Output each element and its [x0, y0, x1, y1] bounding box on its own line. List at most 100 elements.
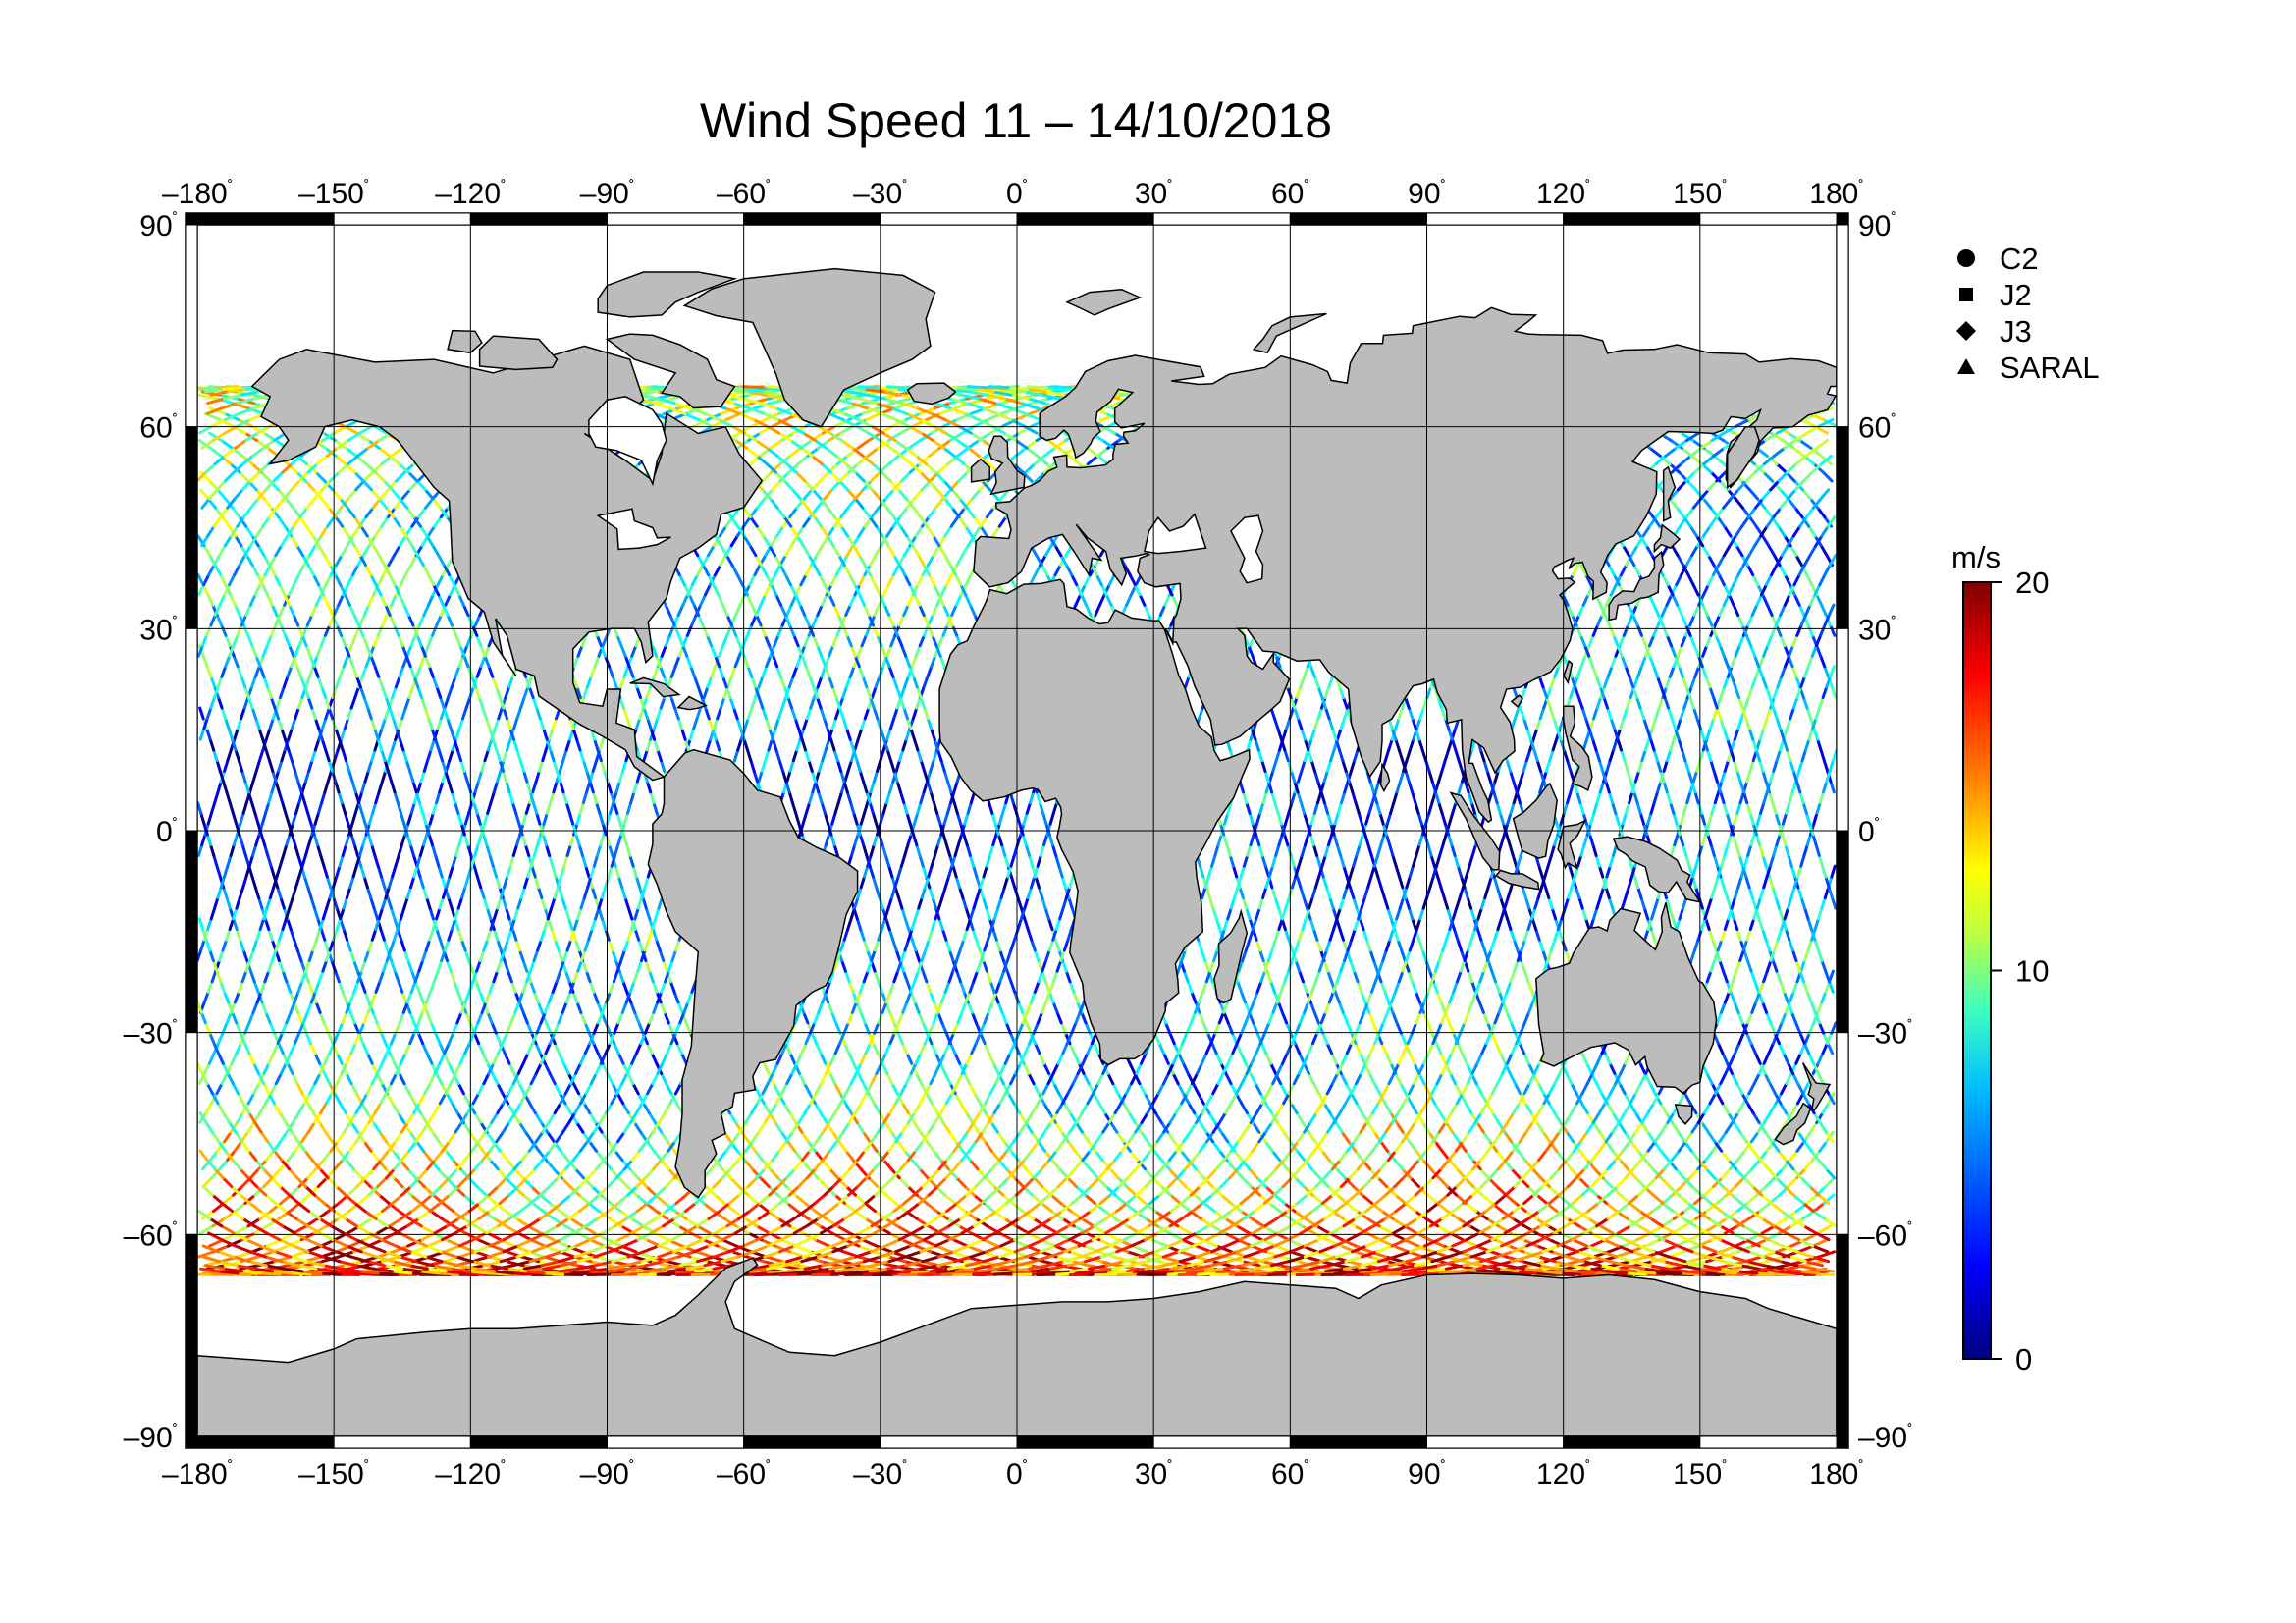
track-segment	[492, 1052, 500, 1065]
track-segment	[391, 1149, 402, 1162]
track-segment	[1747, 1082, 1756, 1096]
track-segment	[604, 1042, 612, 1055]
track-segment	[454, 665, 461, 678]
track-segment	[1792, 593, 1801, 607]
track-segment	[306, 696, 314, 710]
track-segment	[718, 524, 728, 538]
track-segment	[707, 544, 716, 558]
track-segment	[245, 554, 254, 567]
track-segment	[584, 1082, 593, 1096]
track-segment	[417, 1167, 429, 1180]
track-segment	[308, 654, 316, 669]
track-segment	[302, 875, 310, 890]
track-segment	[416, 685, 423, 699]
track-segment	[457, 833, 464, 847]
track-segment	[659, 696, 667, 710]
track-segment	[517, 822, 524, 837]
track-segment	[479, 644, 487, 658]
track-segment	[485, 906, 493, 921]
track-segment	[608, 843, 614, 857]
track-segment	[454, 1061, 462, 1075]
track-segment	[782, 1102, 792, 1115]
track-segment	[263, 843, 270, 857]
track-segment	[459, 759, 466, 773]
track-segment	[306, 886, 313, 899]
track-segment	[346, 938, 352, 952]
track-segment	[300, 1130, 310, 1144]
track-segment	[556, 1167, 567, 1180]
track-segment	[619, 948, 626, 962]
track-segment	[421, 811, 428, 826]
track-segment	[296, 1102, 306, 1115]
track-segment	[391, 1193, 403, 1205]
track-segment	[428, 928, 435, 942]
track-segment	[539, 928, 547, 942]
track-segment	[496, 1167, 507, 1180]
track-segment	[383, 564, 392, 577]
track-segment	[681, 633, 689, 648]
track-segment	[586, 875, 593, 890]
track-segment	[313, 1111, 323, 1124]
track-segment	[303, 769, 311, 784]
track-segment	[682, 1001, 690, 1014]
track-segment	[648, 1010, 656, 1025]
track-segment	[579, 1010, 587, 1025]
track-segment	[546, 1130, 556, 1144]
track-segment	[1787, 1176, 1799, 1188]
track-segment	[347, 1140, 358, 1153]
track-segment	[391, 488, 401, 501]
track-segment	[506, 864, 512, 879]
track-segment	[432, 583, 441, 597]
track-segment	[439, 1176, 452, 1188]
track-segment	[200, 833, 207, 847]
track-segment	[636, 895, 644, 910]
track-segment	[608, 665, 614, 678]
track-segment	[526, 1224, 542, 1235]
track-segment	[415, 479, 427, 492]
track-segment	[313, 1052, 322, 1065]
track-segment	[572, 654, 580, 669]
track-segment	[250, 644, 258, 658]
track-segment	[208, 1149, 220, 1162]
track-segment	[615, 811, 622, 826]
track-segment	[642, 1102, 651, 1115]
track-segment	[409, 875, 416, 890]
track-segment	[1829, 780, 1836, 794]
track-segment	[432, 969, 440, 984]
track-segment	[274, 938, 281, 952]
track-segment	[478, 948, 486, 962]
track-segment	[820, 593, 828, 607]
track-segment	[262, 1061, 271, 1075]
track-segment	[260, 1001, 268, 1014]
track-segment	[373, 1102, 383, 1115]
track-segment	[454, 1120, 463, 1134]
track-segment	[580, 633, 588, 648]
track-segment	[326, 769, 333, 784]
track-segment	[294, 706, 300, 721]
track-segment	[463, 990, 471, 1004]
track-segment	[425, 1052, 434, 1065]
track-segment	[409, 1176, 421, 1188]
track-segment	[524, 801, 532, 815]
track-segment	[371, 544, 381, 558]
track-segment	[493, 1217, 507, 1228]
track-segment	[520, 1149, 531, 1162]
track-segment	[437, 864, 444, 879]
track-segment	[265, 1217, 281, 1228]
track-segment	[550, 1201, 563, 1213]
track-segment	[564, 801, 571, 815]
track-segment	[1791, 980, 1799, 994]
track-segment	[488, 853, 495, 868]
track-segment	[490, 1111, 500, 1124]
track-segment	[219, 573, 228, 587]
track-segment	[348, 990, 356, 1004]
track-segment	[519, 696, 526, 710]
track-segment	[742, 515, 752, 528]
track-segment	[322, 1149, 333, 1162]
track-segment	[651, 1071, 660, 1086]
track-segment	[538, 1185, 552, 1197]
track-segment	[400, 833, 407, 847]
track-segment	[445, 1092, 454, 1106]
track-segment	[475, 633, 483, 648]
track-segment	[839, 506, 850, 519]
